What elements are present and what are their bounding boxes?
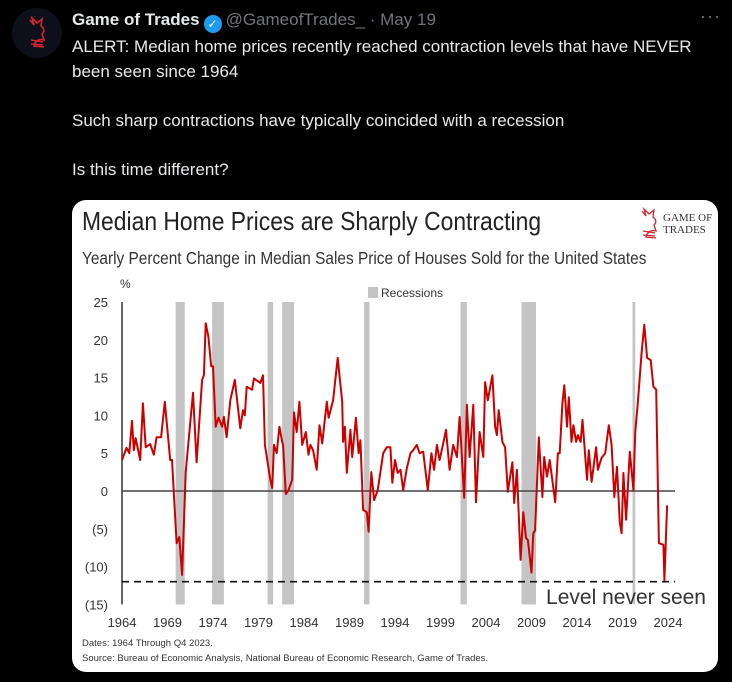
author-name[interactable]: Game of Trades [72,10,200,29]
knight-logo-icon [641,207,657,239]
y-tick-label: 20 [94,333,108,348]
verified-badge-icon: ✓ [203,15,222,33]
chart-subtitle: Yearly Percent Change in Median Sales Pr… [82,248,647,268]
tweet-date[interactable]: · May 19 [369,10,436,29]
tweet-header: Game of Trades ✓ @GameofTrades_ · May 19 [72,8,436,33]
y-tick-label: 10 [94,408,108,423]
y-tick-label: 15 [94,371,108,386]
series-line-median-price-change [121,322,669,582]
x-tick-label: 2014 [563,615,592,630]
x-tick-label: 2024 [654,615,683,630]
y-tick-label: (5) [92,522,108,537]
x-tick-label: 1969 [153,615,182,630]
tweet-text: ALERT: Median home prices recently reach… [72,35,722,182]
avatar[interactable] [12,8,62,58]
y-tick-label: (15) [85,597,108,612]
recession-bar [175,302,185,605]
x-tick-label: 1974 [199,615,228,630]
chart-plot: Recessions% 25 20 15 10 5 0 (5) (10) (15)1964 1969… [85,277,706,630]
logo-text: GAME OF [663,212,713,224]
tweet-line: Such sharp contractions have typically c… [72,110,565,130]
recession-bar [364,302,370,605]
tweet-line: ALERT: Median home prices recently reach… [72,37,692,81]
more-icon[interactable]: ··· [700,6,721,26]
y-tick-label: (10) [85,560,108,575]
x-tick-label: 1994 [381,615,410,630]
annotation-level-never-seen: Level never seen [546,586,706,609]
x-tick-label: 1989 [335,615,364,630]
x-tick-label: 2009 [517,615,546,630]
x-tick-label: 1999 [426,615,455,630]
footnote-source: Source: Bureau of Economic Analysis, Nat… [82,653,489,664]
game-of-trades-logo: GAME OF TRADES [638,207,712,241]
recession-bar [212,302,224,605]
chart-image[interactable]: Median Home Prices are Sharply Contracti… [72,200,718,672]
author-handle[interactable]: @GameofTrades_ [225,10,366,29]
logo-text: TRADES [663,224,706,236]
chart-title: Median Home Prices are Sharply Contracti… [82,206,542,236]
x-tick-label: 1964 [108,615,137,630]
legend-swatch [368,287,378,298]
recession-bar [267,302,274,605]
recession-bar [460,302,467,605]
knight-logo-icon [29,16,46,48]
x-tick-label: 1979 [244,615,273,630]
y-axis-label: % [120,277,131,291]
tweet-line: Is this time different? [72,159,229,179]
y-tick-label: 0 [101,484,108,499]
x-tick-label: 2019 [608,615,637,630]
x-tick-label: 2004 [472,615,501,630]
footnote-dates: Dates: 1964 Through Q4 2023. [82,638,213,649]
y-tick-label: 25 [94,295,108,310]
y-tick-label: 5 [101,446,108,461]
x-tick-label: 1984 [290,615,319,630]
legend-label: Recessions [381,286,443,300]
recession-bar [282,302,294,605]
recession-bar [521,302,537,605]
